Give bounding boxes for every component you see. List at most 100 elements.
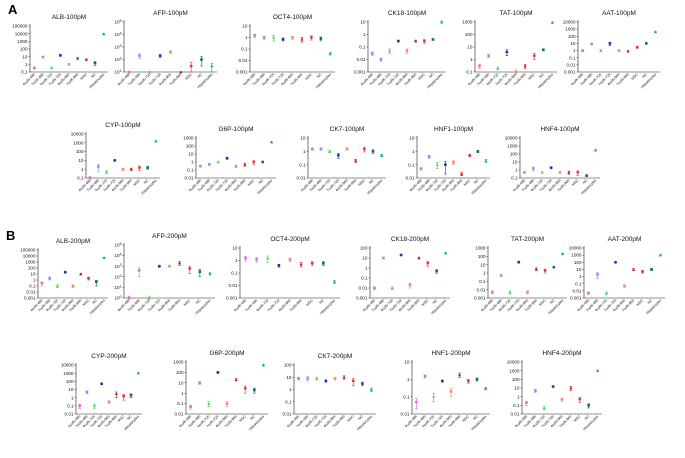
category-label: NC [472, 414, 479, 421]
data-point [399, 253, 403, 257]
chart-title: CYP-100pM [105, 122, 140, 129]
data-point [431, 38, 435, 41]
y-tick-label: 10 [404, 360, 410, 365]
y-tick-label: 104 [114, 32, 121, 38]
panel-label-a: A [8, 2, 18, 17]
y-tick-label: 1 [412, 149, 415, 154]
y-tick-label: 10 [22, 54, 28, 59]
data-point [561, 252, 565, 256]
data-point [299, 262, 303, 266]
y-tick-label: 0.1 [361, 276, 368, 281]
y-tick-label: 10 [360, 20, 366, 25]
chart-0: ALB-100pM1000001000010001001010.14cof6-4… [12, 14, 108, 89]
y-tick-label: 0.1 [575, 281, 582, 286]
chart-title: TAT-100pM [500, 10, 533, 17]
y-tick-label: 100 [66, 379, 74, 384]
data-point [272, 35, 276, 39]
y-tick-label: 105 [114, 242, 121, 248]
y-tick-label: 10 [576, 267, 582, 272]
data-point [614, 260, 617, 264]
y-tick-label: 100000 [12, 24, 28, 29]
data-point [300, 37, 304, 41]
y-tick-label: 10000 [23, 254, 36, 259]
data-point [599, 48, 603, 52]
data-point [484, 386, 488, 390]
data-point [499, 274, 503, 277]
y-tick-label: 100 [574, 260, 582, 265]
y-tick-label: 0.01 [229, 283, 238, 288]
data-point [414, 39, 418, 43]
data-point [596, 369, 600, 372]
data-point [157, 264, 161, 268]
y-tick-label: 10 [570, 41, 576, 46]
y-tick-label: 1 [303, 149, 306, 154]
chart-9: HNF1-100pM1010.10.014cof6-48h7cof6-48h4c… [406, 126, 490, 195]
data-point [92, 404, 96, 408]
y-tick-label: 1 [71, 395, 74, 400]
y-tick-label: 102 [114, 274, 121, 280]
data-point [179, 70, 183, 74]
data-point [188, 267, 192, 270]
data-point [210, 64, 214, 68]
data-point [422, 39, 426, 43]
data-point [590, 42, 593, 46]
category-label: NC [126, 414, 133, 421]
data-point [605, 291, 608, 295]
y-tick-label: 1 [579, 274, 582, 279]
y-tick-label: 10 [514, 386, 520, 391]
y-tick-label: 0.01 [297, 176, 306, 181]
data-point [514, 70, 518, 74]
data-point [435, 269, 438, 273]
chart-19: CK7-200pM1001010.10.014cof6-48h7cof6-48h… [283, 353, 376, 431]
chart-title: CK7-200pM [318, 353, 353, 360]
y-tick-label: 0.01 [239, 58, 248, 63]
y-tick-label: 10000 [507, 360, 520, 365]
category-label: NC [432, 298, 439, 305]
data-point [310, 261, 314, 265]
chart-13: OCT4-200pM1010.10.010.0014cof6-48h7cof6-… [226, 236, 340, 315]
y-tick-label: 0.1 [569, 55, 576, 60]
data-point [635, 45, 639, 49]
data-point [468, 153, 472, 157]
y-tick-label: 0.1 [299, 162, 306, 167]
chart-title: G6P-200pM [209, 350, 244, 357]
data-point [626, 49, 630, 53]
data-point [137, 269, 141, 272]
y-tick-label: 105 [114, 19, 121, 25]
data-point [310, 147, 314, 151]
data-point [427, 155, 431, 158]
data-point [277, 264, 281, 267]
y-tick-label: 0.01 [175, 412, 184, 417]
y-tick-label: 1 [363, 32, 366, 37]
y-tick-label: 102 [114, 57, 121, 63]
category-label: MSC [538, 298, 547, 307]
data-point [549, 166, 553, 169]
y-tick-label: 1 [573, 48, 576, 53]
chart-title: AFP-100pM [153, 10, 188, 17]
data-point [608, 42, 612, 45]
y-tick-label: 0.01 [477, 287, 486, 292]
data-point [354, 159, 358, 162]
data-point [200, 58, 203, 61]
data-point [78, 404, 82, 408]
y-tick-label: 10 [409, 136, 415, 141]
y-tick-label: 0.001 [226, 296, 238, 301]
chart-title: OCT4-200pM [270, 236, 309, 243]
category-label: NC [642, 72, 649, 79]
y-tick-label: 0.001 [24, 296, 36, 301]
chart-title: ALB-200pM [56, 238, 90, 245]
data-point [423, 374, 427, 378]
category-label: MSC [82, 298, 91, 307]
data-point [569, 386, 573, 390]
data-point [243, 162, 247, 166]
data-point [517, 260, 521, 264]
y-tick-label: 0.1 [231, 271, 238, 276]
y-tick-label: 0.01 [567, 62, 576, 67]
chart-title: G6P-100pM [218, 126, 253, 133]
y-tick-label: 0.1 [187, 168, 194, 173]
category-label: NC [368, 178, 375, 185]
data-point [478, 64, 481, 68]
chart-2: OCT4-100pM1010.10.010.0014cof6-48h7cof6-… [236, 14, 335, 89]
y-tick-label: 0.01 [359, 286, 368, 291]
